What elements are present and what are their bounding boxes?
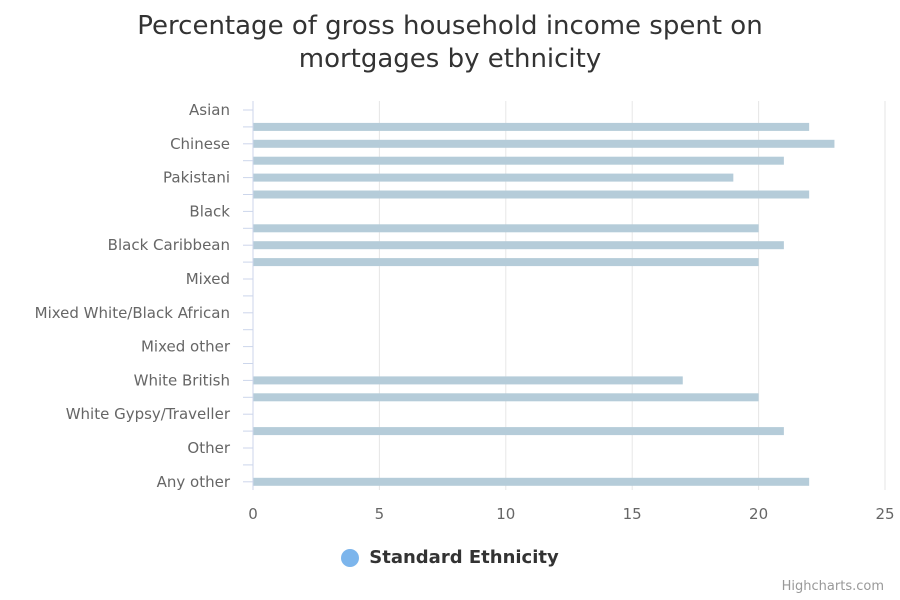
bar[interactable] xyxy=(253,477,810,486)
y-category-label: Other xyxy=(187,439,230,457)
bar[interactable] xyxy=(253,139,835,148)
x-tick-label: 25 xyxy=(875,505,894,523)
chart-title: Percentage of gross household income spe… xyxy=(0,10,900,76)
y-category-label: White Gypsy/Traveller xyxy=(66,405,231,423)
y-category-label: Mixed White/Black African xyxy=(35,304,230,322)
legend[interactable]: Standard Ethnicity xyxy=(0,547,900,568)
chart-title-line-1: Percentage of gross household income spe… xyxy=(137,11,763,41)
x-tick-label: 15 xyxy=(623,505,642,523)
bar[interactable] xyxy=(253,393,759,402)
bar[interactable] xyxy=(253,224,759,233)
y-category-label: Black Caribbean xyxy=(108,236,230,254)
chart-title-line-2: mortgages by ethnicity xyxy=(298,44,602,74)
bars xyxy=(253,122,835,486)
x-tick-label: 20 xyxy=(749,505,768,523)
y-category-label: Black xyxy=(189,202,230,220)
bar[interactable] xyxy=(253,241,784,250)
y-category-label: Any other xyxy=(157,473,231,491)
x-tick-label: 5 xyxy=(375,505,385,523)
x-tick-label: 0 xyxy=(248,505,258,523)
bar[interactable] xyxy=(253,173,734,182)
y-category-label: Mixed other xyxy=(141,338,231,356)
y-category-label: Asian xyxy=(189,101,230,119)
bar[interactable] xyxy=(253,190,810,199)
x-tick-label: 10 xyxy=(496,505,515,523)
y-category-label: Chinese xyxy=(170,135,230,153)
credits-link[interactable]: Highcharts.com xyxy=(781,579,884,594)
bar[interactable] xyxy=(253,258,759,267)
y-category-label: White British xyxy=(134,371,230,389)
bar[interactable] xyxy=(253,376,683,385)
legend-marker xyxy=(341,548,360,567)
bar[interactable] xyxy=(253,427,784,436)
bar[interactable] xyxy=(253,156,784,165)
x-axis-tick-labels: 0 5 10 15 20 25 xyxy=(248,505,894,523)
bar[interactable] xyxy=(253,122,810,131)
legend-label[interactable]: Standard Ethnicity xyxy=(369,547,559,568)
y-category-label: Mixed xyxy=(186,270,230,288)
grid-lines xyxy=(378,101,886,490)
y-axis: Asian Chinese Pakistani Black Black Caribbea… xyxy=(35,101,254,491)
y-category-label: Pakistani xyxy=(163,169,230,187)
